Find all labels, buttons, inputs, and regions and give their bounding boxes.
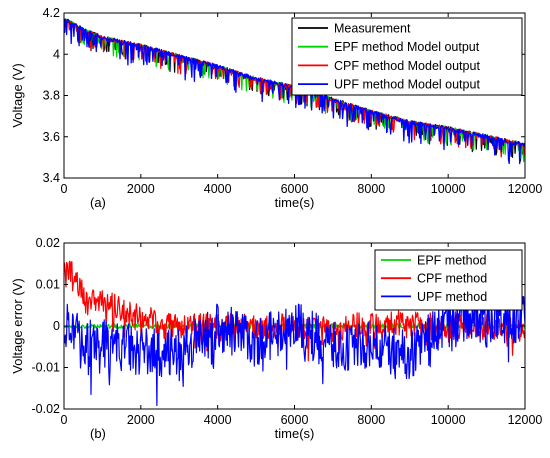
legend-entry: CPF method Model output: [334, 59, 480, 73]
x-tick-label: 4000: [204, 413, 232, 427]
y-tick-label: -0.01: [32, 361, 61, 375]
legend-entry: CPF method: [417, 272, 487, 286]
y-axis-label: Voltage error (V): [10, 278, 25, 373]
y-tick-label: -0.02: [32, 402, 61, 416]
x-tick-label: 4000: [204, 182, 232, 196]
y-tick-label: 0: [53, 319, 60, 333]
series-line-upf-method: [64, 293, 525, 406]
x-tick-label: 0: [61, 182, 68, 196]
voltage-error-chart: 0 2000 4000 6000 8000 10000 12000 -0.02 -0.01 0 0.…: [10, 236, 542, 441]
legend: Measurement EPF method Model output CPF me…: [291, 17, 523, 96]
series-group: [64, 260, 525, 406]
y-tick-label: 0.01: [36, 278, 60, 292]
legend-entry: UPF method: [417, 290, 487, 304]
x-tick-label: 0: [61, 413, 68, 427]
legend-entry: EPF method Model output: [334, 40, 480, 54]
legend-entry: UPF method Model output: [334, 78, 480, 92]
x-tick-label: 12000: [508, 182, 543, 196]
x-tick-label: 6000: [281, 413, 309, 427]
legend-entry: Measurement: [334, 22, 411, 36]
x-tick-label: 6000: [281, 182, 309, 196]
y-tick-label: 0.02: [36, 236, 60, 250]
y-tick-label: 3.4: [43, 171, 60, 185]
x-tick-label: 8000: [357, 413, 385, 427]
y-tick-label: 4: [53, 47, 60, 61]
y-tick-label: 3.8: [43, 89, 60, 103]
legend: EPF method CPF method UPF method: [374, 249, 523, 311]
y-tick-label: 4.2: [43, 6, 60, 20]
x-tick-label: 2000: [127, 413, 155, 427]
x-tick-label: 12000: [508, 413, 543, 427]
x-tick-label: 10000: [431, 413, 466, 427]
legend-box: [291, 17, 523, 96]
panel-label: (a): [90, 195, 106, 210]
legend-entry: EPF method: [417, 254, 487, 268]
x-tick-label: 10000: [431, 182, 466, 196]
panel-label: (b): [90, 426, 106, 441]
x-axis-label: time(s): [275, 195, 315, 210]
x-tick-label: 2000: [127, 182, 155, 196]
y-tick-label: 3.6: [43, 130, 60, 144]
x-axis-label: time(s): [275, 426, 315, 441]
x-tick-label: 8000: [357, 182, 385, 196]
y-axis-label: Voltage (V): [10, 63, 25, 127]
voltage-chart: 0 2000 4000 6000 8000 10000 12000 3.4 3.6 3.8 4 4.2…: [10, 6, 542, 210]
